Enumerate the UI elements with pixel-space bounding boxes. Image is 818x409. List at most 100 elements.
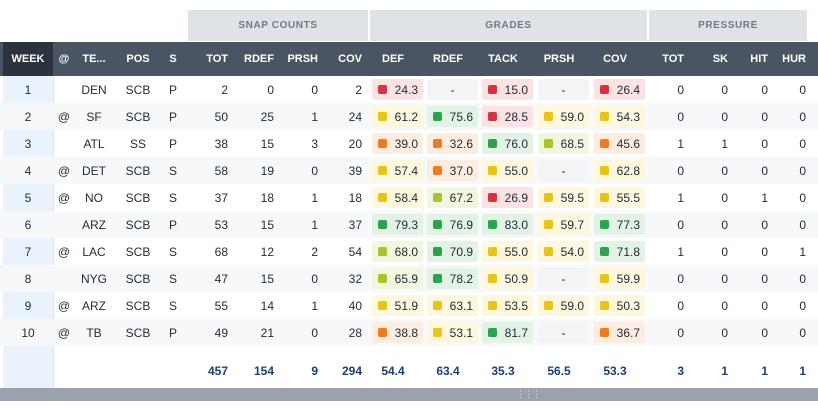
grade-cell: 50.9	[482, 268, 533, 289]
team-cell: ARZ	[82, 217, 106, 232]
header-grade-cov[interactable]: COV	[603, 53, 627, 65]
grade-cell: 53.5	[482, 295, 533, 316]
table-row[interactable]: 3 ATL SS P 38 15 3 20 39.0 32.6 76.0 68.5 45.6 1 1 0 0	[0, 130, 818, 157]
grade-value: 32.6	[449, 136, 473, 151]
header-pressure-hur[interactable]: HUR	[782, 53, 806, 65]
grade-cell: 58.4	[372, 187, 423, 208]
grade-cell: 51.9	[372, 295, 423, 316]
pressure-hit-cell: 0	[761, 298, 768, 313]
snap-prsh-cell: 1	[311, 217, 318, 232]
grade-cell: 55.0	[482, 160, 533, 181]
table-row[interactable]: 7 @ LAC SCB S 68 12 2 54 68.0 70.9 55.0 54.0 71.8 1 0 0 1	[0, 238, 818, 265]
grade-value: 37.0	[449, 163, 473, 178]
header-home-away[interactable]: @	[58, 53, 70, 65]
grade-value: 53.5	[504, 298, 528, 313]
snap-prsh-cell: 2	[311, 244, 318, 259]
table-row[interactable]: 1 DEN SCB P 2 0 0 2 24.3 - 15.0 - 26.4 0 0 0 0	[0, 76, 818, 103]
grade-cell: 81.7	[482, 322, 533, 343]
grade-cell: 75.6	[427, 106, 478, 127]
grade-value: 55.0	[504, 244, 528, 259]
week-cell: 4	[24, 163, 32, 178]
snap-cov-cell: 39	[348, 163, 362, 178]
total-snap-prsh: 9	[311, 364, 318, 378]
pressure-sk-cell: 0	[721, 244, 728, 259]
table-row[interactable]: 8 NYG SCB S 47 15 0 32 65.9 78.2 50.9 - 59.9 0 0 0 0	[0, 265, 818, 292]
grade-swatch-icon	[488, 301, 497, 310]
pressure-tot-cell: 0	[677, 325, 684, 340]
start-cell: S	[168, 190, 177, 205]
header-snap-cov[interactable]: COV	[338, 53, 362, 65]
grade-cell: 26.4	[594, 79, 645, 100]
snap-prsh-cell: 0	[311, 325, 318, 340]
grade-value: 38.8	[394, 325, 418, 340]
table-row[interactable]: 5 @ NO SCB S 37 18 1 18 58.4 67.2 26.9 59.5 55.5 1 0 1 0	[0, 184, 818, 211]
header-snap-prsh[interactable]: PRSH	[287, 53, 318, 65]
pressure-hit-cell: 0	[761, 271, 768, 286]
start-cell: S	[168, 244, 177, 259]
header-grade-def[interactable]: DEF	[382, 53, 404, 65]
grade-value: 45.6	[616, 136, 640, 151]
header-grade-rdef[interactable]: RDEF	[433, 53, 463, 65]
pressure-sk-cell: 0	[721, 298, 728, 313]
table-row[interactable]: 2 @ SF SCB P 50 25 1 24 61.2 75.6 28.5 59.0 54.3 0 0 0 0	[0, 103, 818, 130]
horizontal-scrollbar[interactable]: ⋮⋮⋮	[0, 388, 818, 401]
grade-cell: 62.8	[594, 160, 645, 181]
grade-cell: 57.4	[372, 160, 423, 181]
snap-prsh-cell: 1	[311, 298, 318, 313]
table-row[interactable]: 6 ARZ SCB P 53 15 1 37 79.3 76.9 83.0 59.7 77.3 0 0 0 0	[0, 211, 818, 238]
header-start[interactable]: S	[169, 53, 177, 65]
position-cell: SCB	[125, 109, 151, 124]
header-snap-rdef[interactable]: RDEF	[244, 53, 274, 65]
pressure-hur-cell: 0	[799, 325, 806, 340]
header-position[interactable]: POS	[126, 53, 150, 65]
header-pressure-tot[interactable]: TOT	[662, 53, 684, 65]
pressure-hur-cell: 0	[799, 136, 806, 151]
pressure-sk-cell: 0	[721, 217, 728, 232]
snap-cov-cell: 18	[348, 190, 362, 205]
scroll-grip-icon[interactable]: ⋮⋮⋮	[516, 389, 541, 399]
snap-prsh-cell: 3	[311, 136, 318, 151]
grade-value: 58.4	[394, 190, 418, 205]
position-cell: SCB	[125, 217, 151, 232]
grade-cell: 76.9	[427, 214, 478, 235]
snap-prsh-cell: 0	[311, 82, 318, 97]
grade-swatch-icon	[600, 139, 609, 148]
snap-cov-cell: 20	[348, 136, 362, 151]
grade-cell: 39.0	[372, 133, 423, 154]
header-grade-tack[interactable]: TACK	[488, 53, 518, 65]
total-snap-cov: 294	[341, 364, 362, 378]
grade-value: 59.9	[616, 271, 640, 286]
grade-value: 55.0	[504, 163, 528, 178]
grade-swatch-icon	[433, 274, 442, 283]
grade-value: -	[561, 271, 566, 286]
grade-cell: 79.3	[372, 214, 423, 235]
table-row[interactable]: 9 @ ARZ SCB S 55 14 1 40 51.9 63.1 53.5 59.0 50.3 0 0 0 0	[0, 292, 818, 319]
header-grade-prsh[interactable]: PRSH	[543, 53, 575, 65]
grade-value: 39.0	[394, 136, 418, 151]
pressure-hit-cell: 0	[761, 109, 768, 124]
grade-value: -	[561, 325, 566, 340]
header-team[interactable]: TE...	[82, 53, 106, 65]
pressure-hur-cell: 1	[799, 244, 806, 259]
total-grade-rdef: 63.4	[436, 364, 460, 378]
grade-swatch-icon	[378, 85, 387, 94]
team-cell: NYG	[80, 271, 107, 286]
header-week[interactable]: WEEK	[11, 53, 45, 65]
grade-swatch-icon	[544, 247, 553, 256]
grade-swatch-icon	[378, 166, 387, 175]
header-pressure-hit[interactable]: HIT	[750, 53, 768, 65]
home-away-cell: @	[57, 298, 71, 313]
table-row[interactable]: 10 @ TB SCB P 49 21 0 28 38.8 53.1 81.7 - 36.7 0 0 0 0	[0, 319, 818, 346]
header-pressure-sk[interactable]: SK	[712, 53, 728, 65]
snap-cov-cell: 2	[355, 82, 362, 97]
header-snap-tot[interactable]: TOT	[206, 53, 228, 65]
grade-cell: 77.3	[594, 214, 645, 235]
week-cell: 3	[24, 136, 32, 151]
table-row[interactable]: 4 @ DET SCB S 58 19 0 39 57.4 37.0 55.0 - 62.8 0 0 0 0	[0, 157, 818, 184]
pressure-hur-cell: 0	[799, 271, 806, 286]
snap-tot-cell: 38	[214, 136, 228, 151]
team-cell: DET	[82, 163, 106, 178]
grade-value: 24.3	[394, 82, 418, 97]
grade-cell: -	[538, 160, 589, 181]
team-cell: SF	[86, 109, 102, 124]
